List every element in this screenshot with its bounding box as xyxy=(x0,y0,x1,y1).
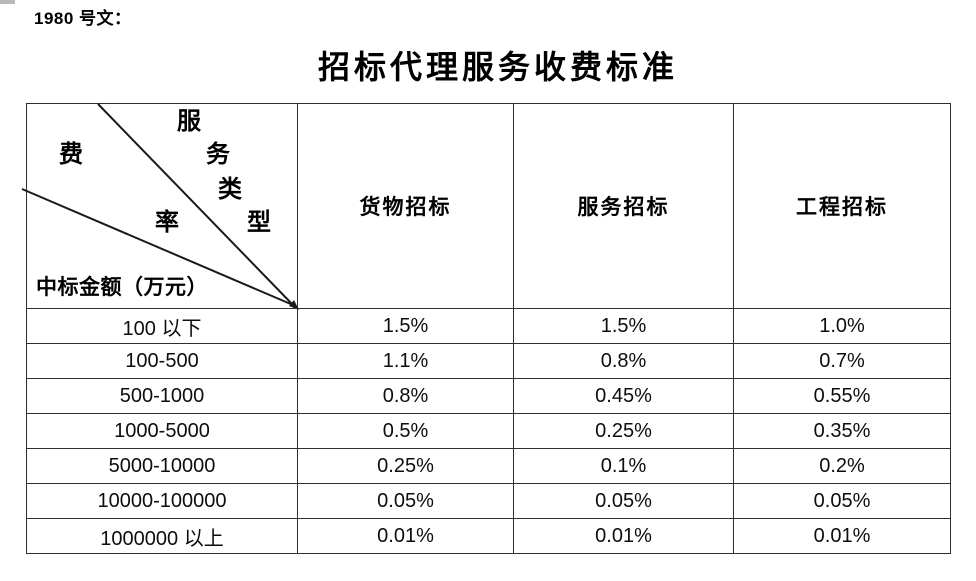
diag-label-service-type-char: 类 xyxy=(218,177,242,203)
fee-value-cell: 0.45% xyxy=(513,378,734,414)
fee-value-cell: 0.1% xyxy=(513,448,734,484)
fee-value-cell: 0.7% xyxy=(733,343,951,379)
amount-range-cell: 500-1000 xyxy=(26,378,298,414)
fee-value-cell: 0.01% xyxy=(733,518,951,554)
diag-label-fee-rate-char: 费 xyxy=(59,142,83,168)
diagonal-divider-lines xyxy=(21,103,299,310)
table-row: 1000000 以上 0.01% 0.01% 0.01% xyxy=(26,518,951,554)
fee-value-cell: 0.8% xyxy=(297,378,514,414)
fee-value-cell: 1.5% xyxy=(513,308,734,344)
amount-range-cell: 5000-10000 xyxy=(26,448,298,484)
fee-value-cell: 0.05% xyxy=(513,483,734,519)
diagonal-header-cell: 服 务 类 型 费 率 中标金额（万元） xyxy=(21,103,299,310)
fee-table: 服 务 类 型 费 率 中标金额（万元） 货物招标 服务招标 工程招标 100 … xyxy=(21,103,951,554)
diag-label-service-type-char: 型 xyxy=(247,210,271,236)
page-title: 招标代理服务收费标准 xyxy=(317,49,678,85)
table-row: 100 以下 1.5% 1.5% 1.0% xyxy=(26,308,951,344)
fee-value-cell: 0.5% xyxy=(297,413,514,449)
column-header-engineering-bidding: 工程招标 xyxy=(733,103,951,309)
table-row: 1000-5000 0.5% 0.25% 0.35% xyxy=(26,413,951,449)
amount-range-cell: 100-500 xyxy=(26,343,298,379)
diag-label-service-type-char: 服 xyxy=(177,109,201,135)
fee-value-cell: 0.25% xyxy=(513,413,734,449)
arrowhead-icon xyxy=(289,300,299,310)
row-axis-label: 中标金额（万元） xyxy=(36,275,208,299)
fee-value-cell: 1.0% xyxy=(733,308,951,344)
fee-value-cell: 0.01% xyxy=(513,518,734,554)
column-header-goods-bidding: 货物招标 xyxy=(297,103,514,309)
fee-value-cell: 1.5% xyxy=(297,308,514,344)
amount-range-cell: 10000-100000 xyxy=(26,483,298,519)
amount-range-cell: 1000-5000 xyxy=(26,413,298,449)
table-row: 5000-10000 0.25% 0.1% 0.2% xyxy=(26,448,951,484)
fee-value-cell: 0.05% xyxy=(733,483,951,519)
fee-value-cell: 1.1% xyxy=(297,343,514,379)
diag-label-fee-rate-char: 率 xyxy=(155,210,179,236)
fee-value-cell: 0.55% xyxy=(733,378,951,414)
fee-value-cell: 0.8% xyxy=(513,343,734,379)
table-row: 500-1000 0.8% 0.45% 0.55% xyxy=(26,378,951,414)
table-row: 100-500 1.1% 0.8% 0.7% xyxy=(26,343,951,379)
table-header-row: 服 务 类 型 费 率 中标金额（万元） 货物招标 服务招标 工程招标 xyxy=(21,103,951,310)
column-header-services-bidding: 服务招标 xyxy=(513,103,734,309)
table-row: 10000-100000 0.05% 0.05% 0.05% xyxy=(26,483,951,519)
doc-number: 1980 号文： xyxy=(34,9,132,28)
fee-value-cell: 0.2% xyxy=(733,448,951,484)
fee-value-cell: 0.05% xyxy=(297,483,514,519)
amount-range-cell: 1000000 以上 xyxy=(26,518,298,554)
fee-value-cell: 0.25% xyxy=(297,448,514,484)
amount-range-cell: 100 以下 xyxy=(26,308,298,344)
scan-artifact xyxy=(0,0,15,4)
diag-label-service-type-char: 务 xyxy=(206,142,230,168)
fee-value-cell: 0.35% xyxy=(733,413,951,449)
fee-value-cell: 0.01% xyxy=(297,518,514,554)
